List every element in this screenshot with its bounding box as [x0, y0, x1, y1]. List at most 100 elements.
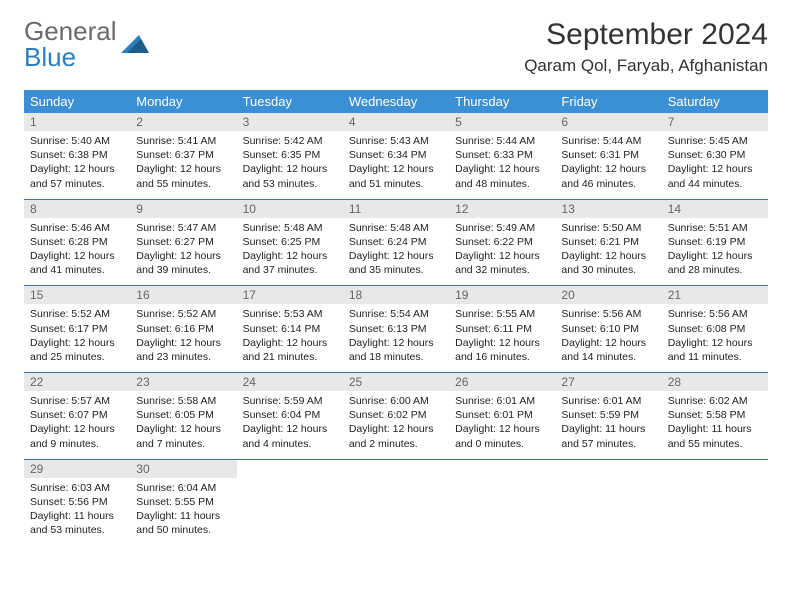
sunrise-line: Sunrise: 5:53 AM: [243, 307, 337, 321]
brand-logo: General Blue: [24, 18, 149, 70]
calendar-cell: 29Sunrise: 6:03 AMSunset: 5:56 PMDayligh…: [24, 459, 130, 545]
calendar-cell: 9Sunrise: 5:47 AMSunset: 6:27 PMDaylight…: [130, 199, 236, 286]
day-body: Sunrise: 6:03 AMSunset: 5:56 PMDaylight:…: [24, 478, 130, 546]
calendar-row: 29Sunrise: 6:03 AMSunset: 5:56 PMDayligh…: [24, 459, 768, 545]
calendar-cell: 26Sunrise: 6:01 AMSunset: 6:01 PMDayligh…: [449, 373, 555, 460]
sunset-line: Sunset: 6:30 PM: [668, 148, 762, 162]
calendar-cell: 3Sunrise: 5:42 AMSunset: 6:35 PMDaylight…: [237, 113, 343, 199]
daylight-line: Daylight: 12 hours and 55 minutes.: [136, 162, 230, 190]
daylight-line: Daylight: 12 hours and 9 minutes.: [30, 422, 124, 450]
day-number: 13: [555, 200, 661, 218]
day-number: 27: [555, 373, 661, 391]
day-body: Sunrise: 5:46 AMSunset: 6:28 PMDaylight:…: [24, 218, 130, 286]
calendar-cell: [343, 459, 449, 545]
day-number: 5: [449, 113, 555, 131]
sunset-line: Sunset: 5:59 PM: [561, 408, 655, 422]
daylight-line: Daylight: 12 hours and 44 minutes.: [668, 162, 762, 190]
title-block: September 2024 Qaram Qol, Faryab, Afghan…: [524, 18, 768, 76]
day-body: Sunrise: 5:47 AMSunset: 6:27 PMDaylight:…: [130, 218, 236, 286]
daylight-line: Daylight: 12 hours and 25 minutes.: [30, 336, 124, 364]
day-body: Sunrise: 5:55 AMSunset: 6:11 PMDaylight:…: [449, 304, 555, 372]
calendar-cell: 18Sunrise: 5:54 AMSunset: 6:13 PMDayligh…: [343, 286, 449, 373]
calendar-cell: 22Sunrise: 5:57 AMSunset: 6:07 PMDayligh…: [24, 373, 130, 460]
day-number: 18: [343, 286, 449, 304]
sunrise-line: Sunrise: 5:59 AM: [243, 394, 337, 408]
day-number: 14: [662, 200, 768, 218]
day-body: Sunrise: 5:57 AMSunset: 6:07 PMDaylight:…: [24, 391, 130, 459]
calendar-cell: [237, 459, 343, 545]
sunrise-line: Sunrise: 5:44 AM: [455, 134, 549, 148]
daylight-line: Daylight: 12 hours and 28 minutes.: [668, 249, 762, 277]
sunset-line: Sunset: 6:14 PM: [243, 322, 337, 336]
daylight-line: Daylight: 12 hours and 57 minutes.: [30, 162, 124, 190]
day-number: 9: [130, 200, 236, 218]
daylight-line: Daylight: 12 hours and 18 minutes.: [349, 336, 443, 364]
weekday-header-row: SundayMondayTuesdayWednesdayThursdayFrid…: [24, 90, 768, 113]
sunset-line: Sunset: 5:56 PM: [30, 495, 124, 509]
daylight-line: Daylight: 11 hours and 53 minutes.: [30, 509, 124, 537]
daylight-line: Daylight: 12 hours and 51 minutes.: [349, 162, 443, 190]
day-body-empty: [237, 478, 343, 536]
day-number-empty: [343, 460, 449, 478]
day-number: 4: [343, 113, 449, 131]
sunrise-line: Sunrise: 6:02 AM: [668, 394, 762, 408]
day-number: 21: [662, 286, 768, 304]
sunset-line: Sunset: 6:16 PM: [136, 322, 230, 336]
daylight-line: Daylight: 12 hours and 23 minutes.: [136, 336, 230, 364]
calendar-body: 1Sunrise: 5:40 AMSunset: 6:38 PMDaylight…: [24, 113, 768, 545]
sunrise-line: Sunrise: 5:57 AM: [30, 394, 124, 408]
daylight-line: Daylight: 12 hours and 16 minutes.: [455, 336, 549, 364]
day-body: Sunrise: 5:41 AMSunset: 6:37 PMDaylight:…: [130, 131, 236, 199]
sunrise-line: Sunrise: 6:03 AM: [30, 481, 124, 495]
day-body-empty: [449, 478, 555, 536]
daylight-line: Daylight: 12 hours and 4 minutes.: [243, 422, 337, 450]
calendar-cell: [662, 459, 768, 545]
brand-part2: Blue: [24, 42, 76, 72]
calendar-cell: 4Sunrise: 5:43 AMSunset: 6:34 PMDaylight…: [343, 113, 449, 199]
day-body: Sunrise: 5:58 AMSunset: 6:05 PMDaylight:…: [130, 391, 236, 459]
sunset-line: Sunset: 5:58 PM: [668, 408, 762, 422]
month-title: September 2024: [524, 18, 768, 52]
day-body: Sunrise: 5:51 AMSunset: 6:19 PMDaylight:…: [662, 218, 768, 286]
sunset-line: Sunset: 6:05 PM: [136, 408, 230, 422]
sunset-line: Sunset: 6:01 PM: [455, 408, 549, 422]
sunset-line: Sunset: 6:08 PM: [668, 322, 762, 336]
sunset-line: Sunset: 6:17 PM: [30, 322, 124, 336]
sunset-line: Sunset: 6:27 PM: [136, 235, 230, 249]
calendar-cell: 12Sunrise: 5:49 AMSunset: 6:22 PMDayligh…: [449, 199, 555, 286]
day-number: 8: [24, 200, 130, 218]
sunrise-line: Sunrise: 5:48 AM: [243, 221, 337, 235]
calendar-cell: 14Sunrise: 5:51 AMSunset: 6:19 PMDayligh…: [662, 199, 768, 286]
day-number-empty: [662, 460, 768, 478]
day-number: 7: [662, 113, 768, 131]
calendar-cell: 16Sunrise: 5:52 AMSunset: 6:16 PMDayligh…: [130, 286, 236, 373]
sunset-line: Sunset: 6:34 PM: [349, 148, 443, 162]
brand-text: General Blue: [24, 18, 117, 70]
day-number: 22: [24, 373, 130, 391]
location-text: Qaram Qol, Faryab, Afghanistan: [524, 56, 768, 76]
day-number: 10: [237, 200, 343, 218]
daylight-line: Daylight: 12 hours and 0 minutes.: [455, 422, 549, 450]
calendar-row: 8Sunrise: 5:46 AMSunset: 6:28 PMDaylight…: [24, 199, 768, 286]
sunrise-line: Sunrise: 6:00 AM: [349, 394, 443, 408]
weekday-header: Saturday: [662, 90, 768, 113]
daylight-line: Daylight: 12 hours and 2 minutes.: [349, 422, 443, 450]
day-body: Sunrise: 5:56 AMSunset: 6:08 PMDaylight:…: [662, 304, 768, 372]
day-body: Sunrise: 6:01 AMSunset: 5:59 PMDaylight:…: [555, 391, 661, 459]
day-body: Sunrise: 6:04 AMSunset: 5:55 PMDaylight:…: [130, 478, 236, 546]
calendar-cell: 7Sunrise: 5:45 AMSunset: 6:30 PMDaylight…: [662, 113, 768, 199]
day-number: 11: [343, 200, 449, 218]
weekday-header: Wednesday: [343, 90, 449, 113]
day-number: 15: [24, 286, 130, 304]
calendar-cell: 11Sunrise: 5:48 AMSunset: 6:24 PMDayligh…: [343, 199, 449, 286]
calendar-cell: 20Sunrise: 5:56 AMSunset: 6:10 PMDayligh…: [555, 286, 661, 373]
daylight-line: Daylight: 12 hours and 14 minutes.: [561, 336, 655, 364]
day-number: 16: [130, 286, 236, 304]
day-number: 2: [130, 113, 236, 131]
day-body: Sunrise: 5:48 AMSunset: 6:24 PMDaylight:…: [343, 218, 449, 286]
daylight-line: Daylight: 12 hours and 41 minutes.: [30, 249, 124, 277]
sunset-line: Sunset: 6:33 PM: [455, 148, 549, 162]
day-number: 3: [237, 113, 343, 131]
day-body: Sunrise: 5:45 AMSunset: 6:30 PMDaylight:…: [662, 131, 768, 199]
day-number: 19: [449, 286, 555, 304]
